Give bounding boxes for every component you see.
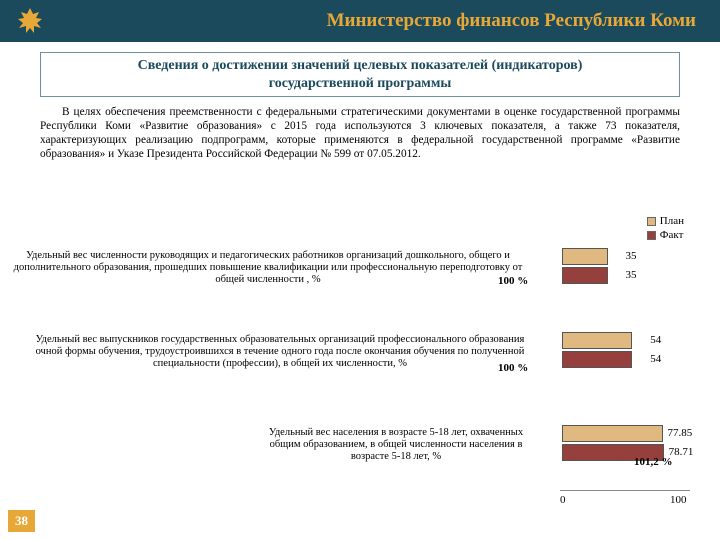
header-bar: Министерство финансов Республики Коми — [0, 0, 720, 42]
bar-fact-value: 54 — [650, 353, 661, 365]
bar-plan-value: 77.85 — [667, 427, 692, 439]
subtitle-line1: Сведения о достижении значений целевых п… — [49, 57, 671, 75]
bar-fact-value: 35 — [626, 269, 637, 281]
axis-line — [560, 490, 690, 491]
bar-plan: 54 — [562, 332, 632, 349]
bar-plan-value: 54 — [650, 334, 661, 346]
achievement-percent: 101,2 % — [634, 456, 673, 468]
axis-tick-0: 0 — [560, 494, 566, 506]
legend-item-fact: Факт — [647, 229, 684, 241]
page-number: 38 — [8, 510, 35, 532]
logo-emblem — [14, 5, 46, 37]
legend-item-plan: План — [647, 215, 684, 227]
bar-plan: 77.85 — [562, 425, 663, 442]
legend-label-fact: Факт — [660, 229, 684, 241]
bar-plan: 35 — [562, 248, 608, 265]
chart-x-axis: 0 100 — [560, 490, 700, 514]
legend-swatch-fact — [647, 231, 656, 240]
indicator-label: Удельный вес численности руководящих и п… — [4, 250, 532, 286]
header-title: Министерство финансов Республики Коми — [56, 10, 706, 32]
subtitle-line2: государственной программы — [49, 75, 671, 93]
achievement-percent: 100 % — [498, 362, 528, 374]
body-paragraph: В целях обеспечения преемственности с фе… — [40, 105, 680, 161]
axis-tick-100: 100 — [670, 494, 687, 506]
chart-legend: План Факт — [647, 215, 684, 243]
bar-fact: 54 — [562, 351, 632, 368]
achievement-percent: 100 % — [498, 275, 528, 287]
subtitle-box: Сведения о достижении значений целевых п… — [40, 52, 680, 97]
legend-label-plan: План — [660, 215, 684, 227]
bar-fact: 35 — [562, 267, 608, 284]
indicator-label: Удельный вес населения в возрасте 5-18 л… — [256, 427, 536, 463]
legend-swatch-plan — [647, 217, 656, 226]
bar-plan-value: 35 — [626, 250, 637, 262]
indicator-label: Удельный вес выпускников государственных… — [30, 334, 530, 370]
